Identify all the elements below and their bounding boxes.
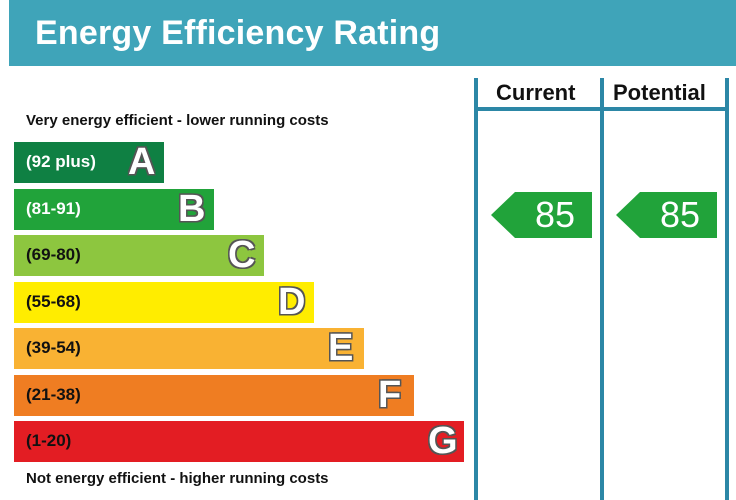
table-header-rule xyxy=(474,107,729,111)
rating-band-g: (1-20) G xyxy=(14,421,464,462)
band-range-label: (92 plus) xyxy=(26,152,96,171)
current-rating-arrow: 85 xyxy=(491,192,592,238)
rating-band-e: (39-54) E xyxy=(14,328,364,369)
rating-band-b: (81-91) B xyxy=(14,189,214,230)
band-range-label: (39-54) xyxy=(26,338,81,357)
band-range-label: (21-38) xyxy=(26,385,81,404)
band-range-label: (69-80) xyxy=(26,245,81,264)
current-column-header: Current xyxy=(496,80,576,105)
band-letter: C xyxy=(228,234,256,276)
potential-column-header: Potential xyxy=(613,80,706,105)
band-range-label: (55-68) xyxy=(26,292,81,311)
top-caption: Very energy efficient - lower running co… xyxy=(26,112,329,129)
rating-band-d: (55-68) D xyxy=(14,282,314,323)
band-letter: G xyxy=(428,420,458,462)
chart-title: Energy Efficiency Rating xyxy=(35,14,441,52)
band-range-label: (81-91) xyxy=(26,199,81,218)
potential-rating-arrow: 85 xyxy=(616,192,717,238)
band-range-label: (1-20) xyxy=(26,431,72,450)
band-letter: E xyxy=(328,327,354,369)
rating-band-c: (69-80) C xyxy=(14,235,264,276)
table-divider-right xyxy=(725,78,729,500)
band-letter: F xyxy=(378,374,402,416)
table-divider-middle xyxy=(600,78,604,500)
rating-band-a: (92 plus) A xyxy=(14,142,164,183)
potential-rating-value: 85 xyxy=(659,194,701,235)
table-divider-left xyxy=(474,78,478,500)
band-letter: A xyxy=(128,141,156,183)
band-letter: B xyxy=(178,188,206,230)
bottom-caption: Not energy efficient - higher running co… xyxy=(26,470,329,487)
band-letter: D xyxy=(278,281,306,323)
current-rating-value: 85 xyxy=(534,194,576,235)
potential-arrow-shape xyxy=(616,192,717,238)
current-arrow-shape xyxy=(491,192,592,238)
rating-band-f: (21-38) F xyxy=(14,375,414,416)
title-bar: Energy Efficiency Rating xyxy=(9,0,736,66)
